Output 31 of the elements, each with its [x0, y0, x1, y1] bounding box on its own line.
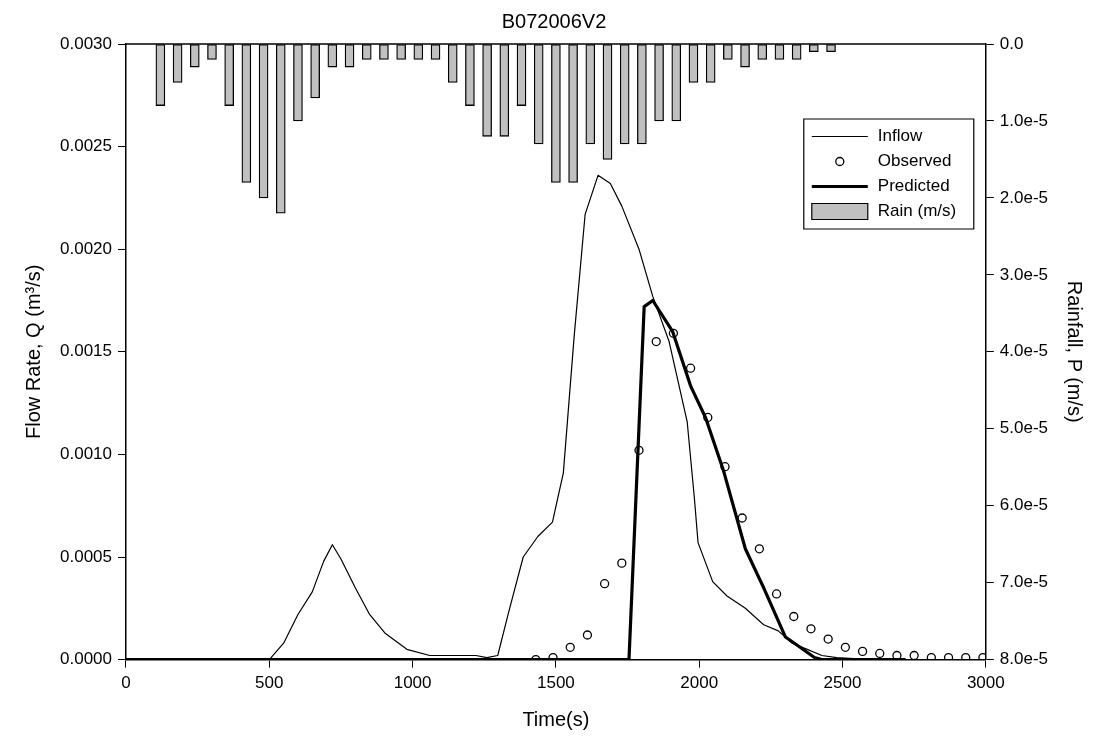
y2-tick-label: 1.0e-5 [999, 110, 1048, 130]
y2-tick-label: 2.0e-5 [999, 187, 1048, 207]
x-tick-label: 2500 [823, 673, 862, 693]
y2-tick-label: 5.0e-5 [999, 418, 1048, 438]
y-tick-label: 0.0010 [60, 444, 112, 464]
legend-label: Rain (m/s) [877, 201, 957, 221]
legend-label: Predicted [877, 176, 950, 196]
x-tick-label: 3000 [966, 673, 1005, 693]
x-axis-title: Time(s) [522, 707, 590, 730]
y-axis-title: Flow Rate, Q (m³/s) [21, 264, 44, 440]
y2-tick-label: 4.0e-5 [999, 341, 1048, 361]
y-tick-label: 0.0015 [60, 341, 112, 361]
y-tick-label: 0.0000 [60, 649, 112, 669]
y-tick-label: 0.0020 [60, 238, 112, 258]
x-tick-label: 2000 [680, 673, 719, 693]
y2-tick-label: 0.0 [999, 33, 1024, 53]
y2-tick-label: 3.0e-5 [999, 264, 1048, 284]
y-tick-label: 0.0025 [60, 136, 112, 156]
y-tick-label: 0.0030 [60, 33, 112, 53]
chart-title: B072006V2 [501, 9, 607, 32]
y2-tick-label: 8.0e-5 [999, 649, 1048, 669]
y2-tick-label: 6.0e-5 [999, 495, 1048, 515]
x-tick-label: 1500 [536, 673, 575, 693]
y2-tick-label: 7.0e-5 [999, 572, 1048, 592]
x-tick-label: 1000 [393, 673, 432, 693]
y-tick-label: 0.0005 [60, 546, 112, 566]
legend-label: Observed [877, 151, 952, 171]
legend-label: Inflow [877, 126, 923, 146]
x-tick-label: 500 [255, 673, 284, 693]
x-tick-label: 0 [121, 673, 131, 693]
y2-axis-title: Rainfall, P (m/s) [1064, 280, 1087, 423]
